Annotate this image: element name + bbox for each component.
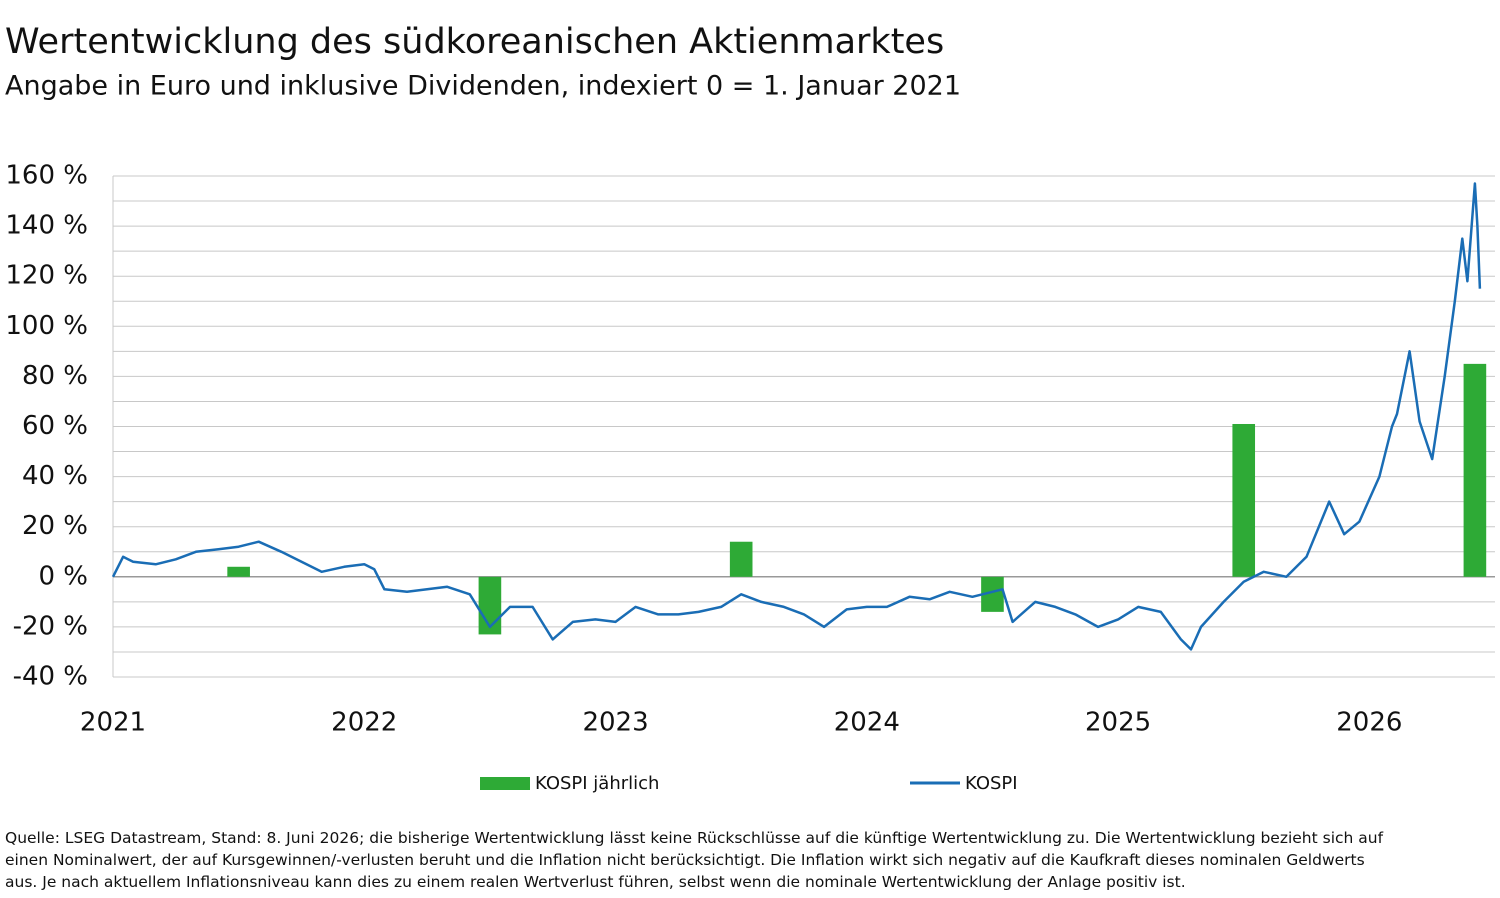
line bbox=[111, 182, 1482, 651]
source-line: Quelle: LSEG Datastream, Stand: 8. Juni … bbox=[5, 829, 1384, 847]
legend-swatch bbox=[480, 777, 530, 790]
y-tick-label: 0 % bbox=[38, 561, 88, 591]
y-tick-label: 80 % bbox=[22, 361, 88, 391]
y-tick-label: 120 % bbox=[5, 261, 88, 291]
y-tick-label: -20 % bbox=[13, 611, 88, 641]
x-tick-label: 2021 bbox=[80, 708, 146, 738]
legend-label: KOSPI bbox=[965, 773, 1018, 794]
x-tick-label: 2026 bbox=[1336, 708, 1402, 738]
bar bbox=[729, 541, 753, 577]
y-tick-label: 40 % bbox=[22, 461, 88, 491]
y-tick-label: 160 % bbox=[5, 161, 88, 191]
chart-subtitle: Angabe in Euro und inklusive Dividenden,… bbox=[5, 71, 961, 102]
source-line: aus. Je nach aktuellem Inflationsniveau … bbox=[5, 873, 1186, 891]
legend-label: KOSPI jährlich bbox=[535, 773, 659, 794]
y-tick-label: -40 % bbox=[13, 662, 88, 692]
bar bbox=[1463, 363, 1487, 577]
x-tick-label: 2024 bbox=[834, 708, 900, 738]
chart-title: Wertentwicklung des südkoreanischen Akti… bbox=[5, 22, 944, 62]
y-tick-label: 140 % bbox=[5, 211, 88, 241]
x-tick-label: 2023 bbox=[582, 708, 648, 738]
y-tick-label: 60 % bbox=[22, 411, 88, 441]
x-tick-label: 2022 bbox=[331, 708, 397, 738]
bar bbox=[227, 566, 250, 577]
y-tick-label: 20 % bbox=[22, 511, 88, 541]
bar bbox=[981, 576, 1004, 612]
x-tick-label: 2025 bbox=[1085, 708, 1151, 738]
source-line: einen Nominalwert, der auf Kursgewinnen/… bbox=[5, 851, 1365, 869]
y-tick-label: 100 % bbox=[5, 311, 88, 341]
bar bbox=[1232, 423, 1256, 577]
